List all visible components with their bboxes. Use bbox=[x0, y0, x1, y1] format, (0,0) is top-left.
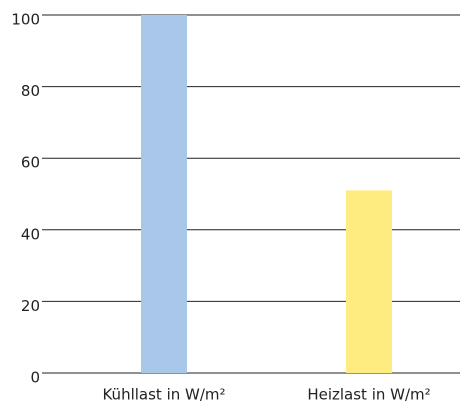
y-tick-label: 60 bbox=[21, 154, 40, 172]
x-tick-label: Heizlast in W/m² bbox=[307, 386, 430, 404]
y-tick-label: 100 bbox=[11, 11, 40, 29]
y-tick-label: 40 bbox=[21, 225, 40, 243]
bar bbox=[141, 15, 187, 373]
x-tick-label: Kühllast in W/m² bbox=[102, 386, 225, 404]
bar bbox=[346, 190, 392, 373]
y-tick-label: 20 bbox=[21, 297, 40, 315]
y-tick-label: 80 bbox=[21, 82, 40, 100]
y-tick-label: 0 bbox=[30, 369, 40, 387]
